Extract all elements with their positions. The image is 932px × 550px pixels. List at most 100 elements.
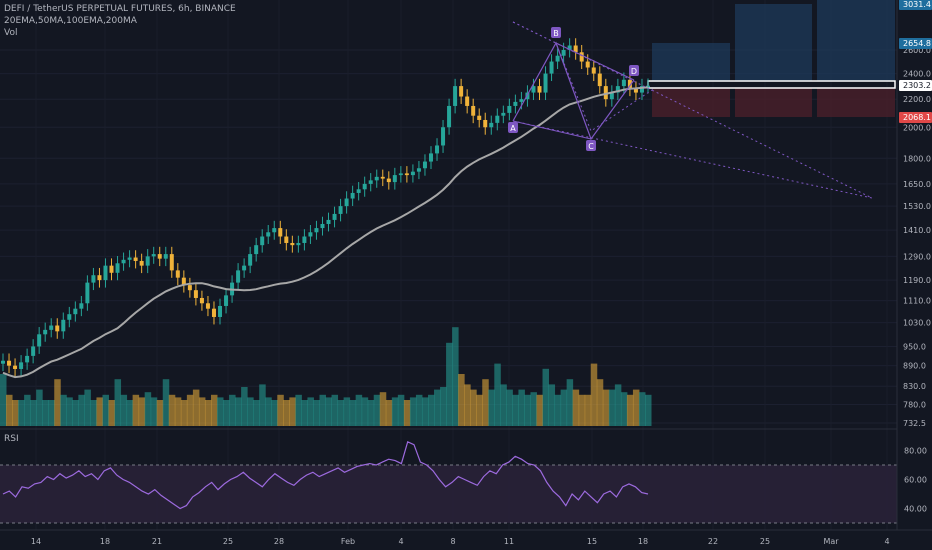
- price-tick-label: 732.5: [903, 419, 926, 428]
- long-position-tool[interactable]: [647, 0, 896, 117]
- entry-box[interactable]: [647, 80, 896, 89]
- candle-body: [302, 236, 307, 243]
- stop-zone-2: [735, 88, 812, 117]
- volume-bar: [186, 394, 194, 426]
- candle-body: [537, 86, 542, 93]
- candle-body: [531, 86, 536, 93]
- pattern-point-label: C: [588, 142, 594, 151]
- rsi-label[interactable]: RSI: [4, 434, 19, 444]
- candle-body: [7, 360, 12, 366]
- abcd-pattern[interactable]: [512, 21, 873, 199]
- price-ticks: 2600.0 2400.0 2200.0 2000.0 1800.0 1650.0 1530…: [903, 46, 931, 428]
- time-tick-label: 25: [223, 537, 233, 546]
- rsi-line: [2, 440, 649, 510]
- volume-bar: [470, 389, 477, 426]
- candle-body: [639, 86, 644, 93]
- pattern-point-marker: [629, 65, 639, 76]
- volume-bar: [434, 389, 441, 426]
- volume-bar: [114, 379, 122, 426]
- volume-bar: [265, 397, 272, 426]
- candle-body: [471, 105, 476, 116]
- symbol-title[interactable]: DEFI / TetherUS PERPETUAL FUTURES, 6h, B…: [4, 4, 236, 14]
- candle-body: [344, 198, 349, 207]
- candle-body: [477, 115, 482, 120]
- volume-bar: [66, 397, 73, 426]
- volume-bar: [440, 387, 447, 426]
- candle-body: [441, 127, 446, 146]
- candle-body: [585, 61, 590, 68]
- volume-bar: [30, 400, 37, 426]
- candle-body: [37, 334, 42, 347]
- volume-bar: [385, 400, 393, 426]
- volume-bar: [379, 392, 387, 426]
- volume-bar: [506, 389, 513, 426]
- pattern-point-marker: [508, 122, 518, 133]
- volume-label[interactable]: Vol: [4, 28, 18, 38]
- volume-bar: [415, 394, 423, 426]
- volume-bar: [18, 400, 25, 426]
- volume-bar: [638, 392, 646, 426]
- volume-bar: [198, 397, 206, 426]
- candle-body: [483, 119, 488, 128]
- candle-body: [621, 79, 626, 87]
- price-tick-label: 830.0: [903, 382, 926, 391]
- volume-bar: [608, 389, 616, 426]
- volume-bar: [0, 374, 7, 426]
- volume-bar: [78, 394, 85, 426]
- volume-bar: [482, 379, 489, 426]
- pattern-point-marker: [551, 27, 561, 38]
- candle-body: [1, 360, 5, 364]
- candle-body: [115, 263, 120, 273]
- rsi-tick-label: 60.00: [904, 476, 927, 485]
- volume-bar: [572, 389, 580, 426]
- volume-bar: [452, 327, 459, 426]
- volume-bar: [391, 397, 399, 426]
- price-tick-label: 2200.0: [903, 95, 931, 104]
- price-badge-text: 2303.2: [903, 81, 931, 90]
- volume-bar: [500, 384, 507, 426]
- candle-body: [109, 265, 114, 273]
- volume-bar: [542, 368, 550, 426]
- volume-bar: [144, 392, 152, 426]
- target-zone-3: [817, 0, 895, 81]
- rsi-panel[interactable]: [0, 428, 897, 524]
- volume-bar: [6, 394, 13, 426]
- volume-bar: [223, 400, 230, 426]
- candle-body: [392, 175, 397, 183]
- volume-bar: [397, 394, 405, 426]
- price-badge-text: 2654.8: [903, 39, 931, 48]
- price-badge-text: 3031.4: [903, 0, 931, 9]
- volume-bar: [204, 400, 212, 426]
- candle-body: [380, 176, 385, 179]
- candle-body: [85, 282, 90, 304]
- indicator-list[interactable]: 20EMA,50MA,100EMA,200MA: [4, 16, 137, 26]
- volume-bar: [566, 379, 574, 426]
- volume-bar: [319, 394, 326, 426]
- volume-bar: [409, 397, 417, 426]
- candle-body: [356, 189, 361, 193]
- candle-body: [79, 303, 84, 309]
- time-axis[interactable]: 14 18 21 25 28 Feb 4 8 11 15 18 22 25 Mar 4: [0, 529, 932, 546]
- candle-body: [362, 183, 367, 190]
- volume-bar: [596, 379, 604, 426]
- volume-bar: [584, 394, 592, 426]
- candle-body: [579, 52, 584, 62]
- candle-body: [91, 275, 96, 283]
- price-tick-label: 1030.0: [903, 319, 931, 328]
- volume-bar: [632, 389, 640, 426]
- volume-bar: [421, 397, 429, 426]
- volume-bar: [96, 397, 103, 426]
- volume-bar: [126, 400, 134, 426]
- candle-body: [410, 171, 415, 176]
- candle-body: [254, 245, 259, 255]
- volume-bar: [313, 400, 320, 426]
- volume-bar: [54, 379, 61, 426]
- candle-body: [338, 206, 343, 214]
- time-tick-label: Feb: [341, 537, 355, 546]
- price-axis[interactable]: 2600.0 2400.0 2200.0 2000.0 1800.0 1650.0 1530…: [896, 0, 932, 530]
- volume-bar: [337, 400, 345, 426]
- price-badges: 3031.4 2654.8 2303.2 2068.1: [899, 0, 932, 123]
- candle-body: [374, 176, 379, 181]
